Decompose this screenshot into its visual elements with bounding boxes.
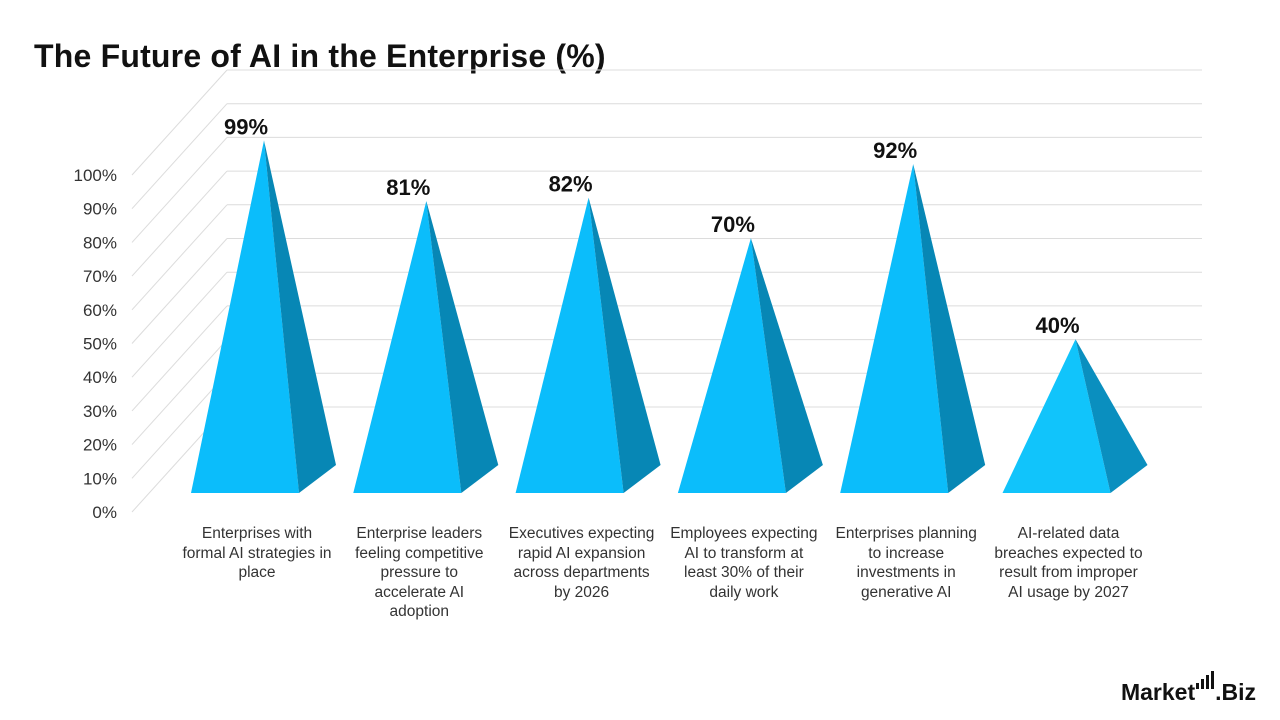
grid-diagonal-3 xyxy=(131,305,228,412)
pyramid-bar-2 xyxy=(353,201,499,493)
pyramid-bars xyxy=(191,140,1148,493)
pyramid-side-face xyxy=(264,140,336,493)
grid-diagonal-8 xyxy=(131,137,228,243)
pyramid-side-face xyxy=(913,163,986,493)
pyramid-bar-6 xyxy=(1002,339,1148,493)
pyramid-front-face xyxy=(515,197,624,493)
y-tick-label: 100% xyxy=(74,166,117,185)
grid-diagonal-5 xyxy=(131,238,228,344)
y-tick-label: 0% xyxy=(92,503,117,522)
pyramid-front-face xyxy=(191,140,299,493)
grid-diagonal-1 xyxy=(131,372,228,479)
bar-chart-icon xyxy=(1196,671,1215,689)
y-tick-label: 20% xyxy=(83,436,117,455)
pyramid-side-face xyxy=(588,197,661,493)
y-tick-label: 50% xyxy=(83,335,117,354)
pyramid-bar-1 xyxy=(191,140,336,493)
grid-diagonal-10 xyxy=(131,69,228,176)
y-tick-label: 90% xyxy=(83,200,117,219)
y-tick-label: 70% xyxy=(83,267,117,286)
category-label: Executives expecting rapid AI expansion … xyxy=(508,525,655,601)
pyramid-side-face xyxy=(1075,339,1148,493)
data-label: 70% xyxy=(711,212,755,237)
data-labels: 99% 81% 82% 70% 92% 40% xyxy=(224,114,1080,338)
category-label: Enterprises planning to increase investm… xyxy=(835,525,977,601)
pyramid-bar-5 xyxy=(840,163,986,493)
logo-text-market: Market xyxy=(1120,679,1196,705)
grid-diagonal-6 xyxy=(131,204,228,311)
data-label: 82% xyxy=(549,172,593,197)
market-biz-logo: Market . Biz xyxy=(1121,671,1256,706)
grid-diagonal-4 xyxy=(131,271,228,378)
category-label: Enterprise leaders feeling competitive p… xyxy=(355,525,484,620)
logo-text-dot: . xyxy=(1215,679,1222,705)
category-label: Enterprises with formal AI strategies in… xyxy=(182,525,332,581)
data-label: 92% xyxy=(873,138,917,163)
pyramid-bar-3 xyxy=(515,197,661,493)
pyramid-bar-4 xyxy=(677,238,823,493)
y-tick-label: 30% xyxy=(83,402,117,421)
grid-diagonal-2 xyxy=(131,339,228,445)
chart-title: The Future of AI in the Enterprise (%) xyxy=(34,38,606,74)
logo-text-biz: Biz xyxy=(1221,679,1257,705)
y-axis-tick-labels: 0% 10% 20% 30% 40% 50% 60% 70% 80% 90% 100% xyxy=(74,166,117,522)
grid-lines xyxy=(131,69,1202,513)
grid-diagonal-9 xyxy=(131,103,228,210)
grid-diagonal-7 xyxy=(131,170,228,277)
y-tick-label: 40% xyxy=(83,368,117,387)
y-tick-label: 10% xyxy=(83,469,117,488)
data-label: 40% xyxy=(1035,313,1079,338)
y-tick-label: 80% xyxy=(83,233,117,252)
data-label: 99% xyxy=(224,114,268,139)
pyramid-side-face xyxy=(750,238,823,493)
pyramid-front-face xyxy=(1002,339,1111,493)
pyramid-side-face xyxy=(426,201,499,493)
category-label: Employees expecting AI to transform at l… xyxy=(670,525,818,601)
data-label: 81% xyxy=(386,175,430,200)
pyramid-front-face xyxy=(840,163,949,493)
pyramid-front-face xyxy=(353,201,462,493)
category-label: AI-related data breaches expected to res… xyxy=(994,525,1143,601)
y-tick-label: 60% xyxy=(83,301,117,320)
pyramid-front-face xyxy=(677,238,786,493)
